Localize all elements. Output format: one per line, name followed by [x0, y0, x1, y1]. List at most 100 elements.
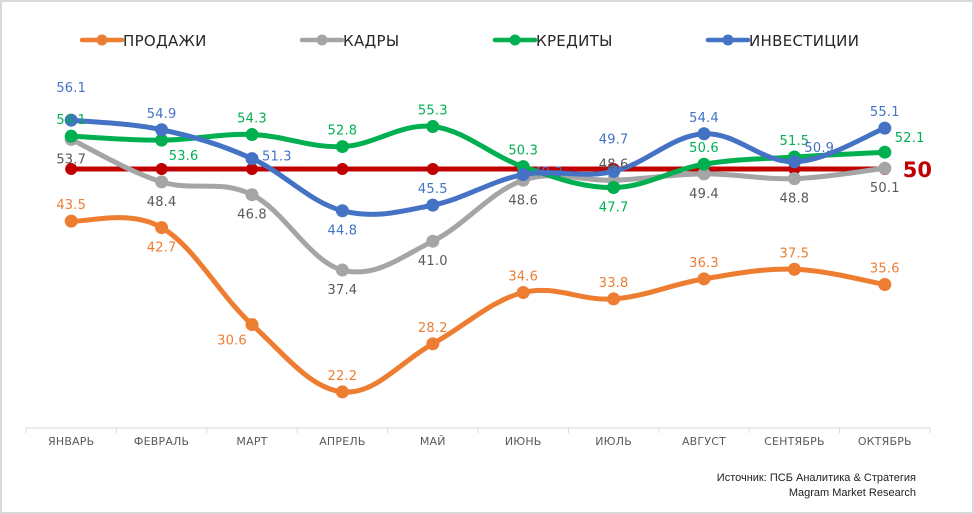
data-label: 33.8	[599, 276, 629, 291]
data-point	[787, 172, 801, 186]
data-point	[878, 161, 892, 175]
data-point	[697, 272, 711, 286]
reference-line-label: 50	[903, 158, 932, 182]
legend: ПРОДАЖИ КАДРЫ КРЕДИТЫ ИНВЕСТИЦИИ	[79, 32, 859, 50]
data-point	[64, 113, 78, 127]
data-label: 50.1	[870, 181, 900, 196]
data-point	[426, 198, 440, 212]
data-label: 54.9	[147, 107, 177, 122]
data-label: 50.9	[804, 141, 834, 156]
x-tick-label: ФЕВРАЛЬ	[134, 435, 189, 448]
data-label: 54.4	[689, 111, 719, 126]
data-point	[155, 133, 169, 147]
legend-label: ПРОДАЖИ	[123, 32, 207, 50]
data-label: 30.6	[217, 334, 247, 349]
legend-item: КРЕДИТЫ	[492, 32, 613, 50]
data-point	[607, 292, 621, 306]
data-label: 51.5	[780, 134, 810, 149]
legend-item: КАДРЫ	[299, 32, 399, 50]
reference-point	[426, 163, 439, 176]
data-point	[878, 277, 892, 291]
data-label: 44.8	[328, 224, 358, 239]
data-point	[607, 164, 621, 178]
data-point	[697, 157, 711, 171]
data-point	[245, 318, 259, 332]
series-line	[68, 136, 888, 275]
data-point	[245, 152, 259, 166]
data-label: 52.8	[328, 124, 358, 139]
data-point	[335, 140, 349, 154]
data-point	[335, 263, 349, 277]
legend-item: ИНВЕСТИЦИИ	[705, 32, 859, 50]
reference-point	[65, 163, 78, 176]
reference-point	[336, 163, 349, 176]
legend-label: КРЕДИТЫ	[536, 32, 613, 50]
data-label: 48.4	[147, 195, 177, 210]
data-label: 50.3	[508, 144, 538, 159]
data-point	[155, 221, 169, 235]
data-label: 41.0	[418, 254, 448, 269]
data-point	[64, 129, 78, 143]
source-line-1: Источник: ПСБ Аналитика & Стратегия	[716, 472, 916, 484]
data-labels: 43.5 42.7 30.6 22.2 28.2 34.6 33.8 36.3 37.5 35.6…	[56, 81, 924, 384]
series-line	[68, 117, 888, 217]
data-point	[426, 337, 440, 351]
x-tick-label: ИЮЛЬ	[595, 435, 632, 448]
data-point	[516, 286, 530, 300]
data-label: 37.4	[328, 283, 358, 298]
data-label: 51.3	[262, 150, 292, 165]
data-point	[787, 155, 801, 169]
legend-dot-marker	[96, 34, 108, 46]
data-label: 28.2	[418, 321, 448, 336]
data-label: 46.8	[237, 208, 267, 223]
data-label: 53.6	[169, 149, 199, 164]
data-label: 36.3	[689, 256, 719, 271]
data-point	[607, 180, 621, 194]
data-label: 49.3	[533, 166, 563, 181]
data-label: 22.2	[328, 369, 358, 384]
data-label: 45.5	[418, 182, 448, 197]
data-point	[155, 175, 169, 189]
data-label: 42.7	[147, 241, 177, 256]
series-ИНВЕСТИЦИИ	[64, 113, 892, 218]
data-point	[426, 120, 440, 134]
x-tick-label: АПРЕЛЬ	[319, 435, 365, 448]
legend-item: ПРОДАЖИ	[79, 32, 207, 50]
data-label: 53.7	[56, 152, 86, 167]
x-tick-label: ИЮНЬ	[505, 435, 542, 448]
legend-label: ИНВЕСТИЦИИ	[749, 32, 859, 50]
data-label: 55.3	[418, 104, 448, 119]
data-label: 37.5	[780, 246, 810, 261]
data-label: 48.6	[508, 193, 538, 208]
data-point	[787, 262, 801, 276]
data-label: 49.7	[599, 132, 629, 147]
source-line-2: Magram Market Research	[788, 487, 916, 499]
legend-dot-marker	[316, 34, 328, 46]
data-label: 35.6	[870, 261, 900, 276]
x-tick-label: ОКТЯБРЬ	[858, 435, 912, 448]
data-label: 48.8	[780, 192, 810, 207]
data-point	[878, 121, 892, 135]
series-lines	[64, 113, 892, 399]
data-label: 52.1	[895, 131, 925, 146]
data-point	[697, 127, 711, 141]
data-point	[64, 214, 78, 228]
data-point	[245, 128, 259, 142]
legend-dot-marker	[509, 34, 521, 46]
data-point	[335, 385, 349, 399]
data-point	[245, 188, 259, 202]
data-label: 43.5	[56, 198, 86, 213]
series-line	[68, 215, 888, 395]
data-label: 48.6	[599, 157, 629, 172]
legend-dot-marker	[722, 34, 734, 46]
data-point	[516, 168, 530, 182]
data-point	[155, 123, 169, 137]
data-label: 47.7	[599, 200, 629, 215]
reference-point	[246, 163, 258, 176]
data-label: 56.1	[56, 81, 86, 96]
x-tick-label: СЕНТЯБРЬ	[764, 435, 825, 448]
data-label: 55.1	[870, 105, 900, 120]
x-tick-label: АВГУСТ	[682, 435, 726, 448]
reference-point	[155, 163, 168, 176]
x-tick-label: ЯНВАРЬ	[48, 435, 94, 448]
